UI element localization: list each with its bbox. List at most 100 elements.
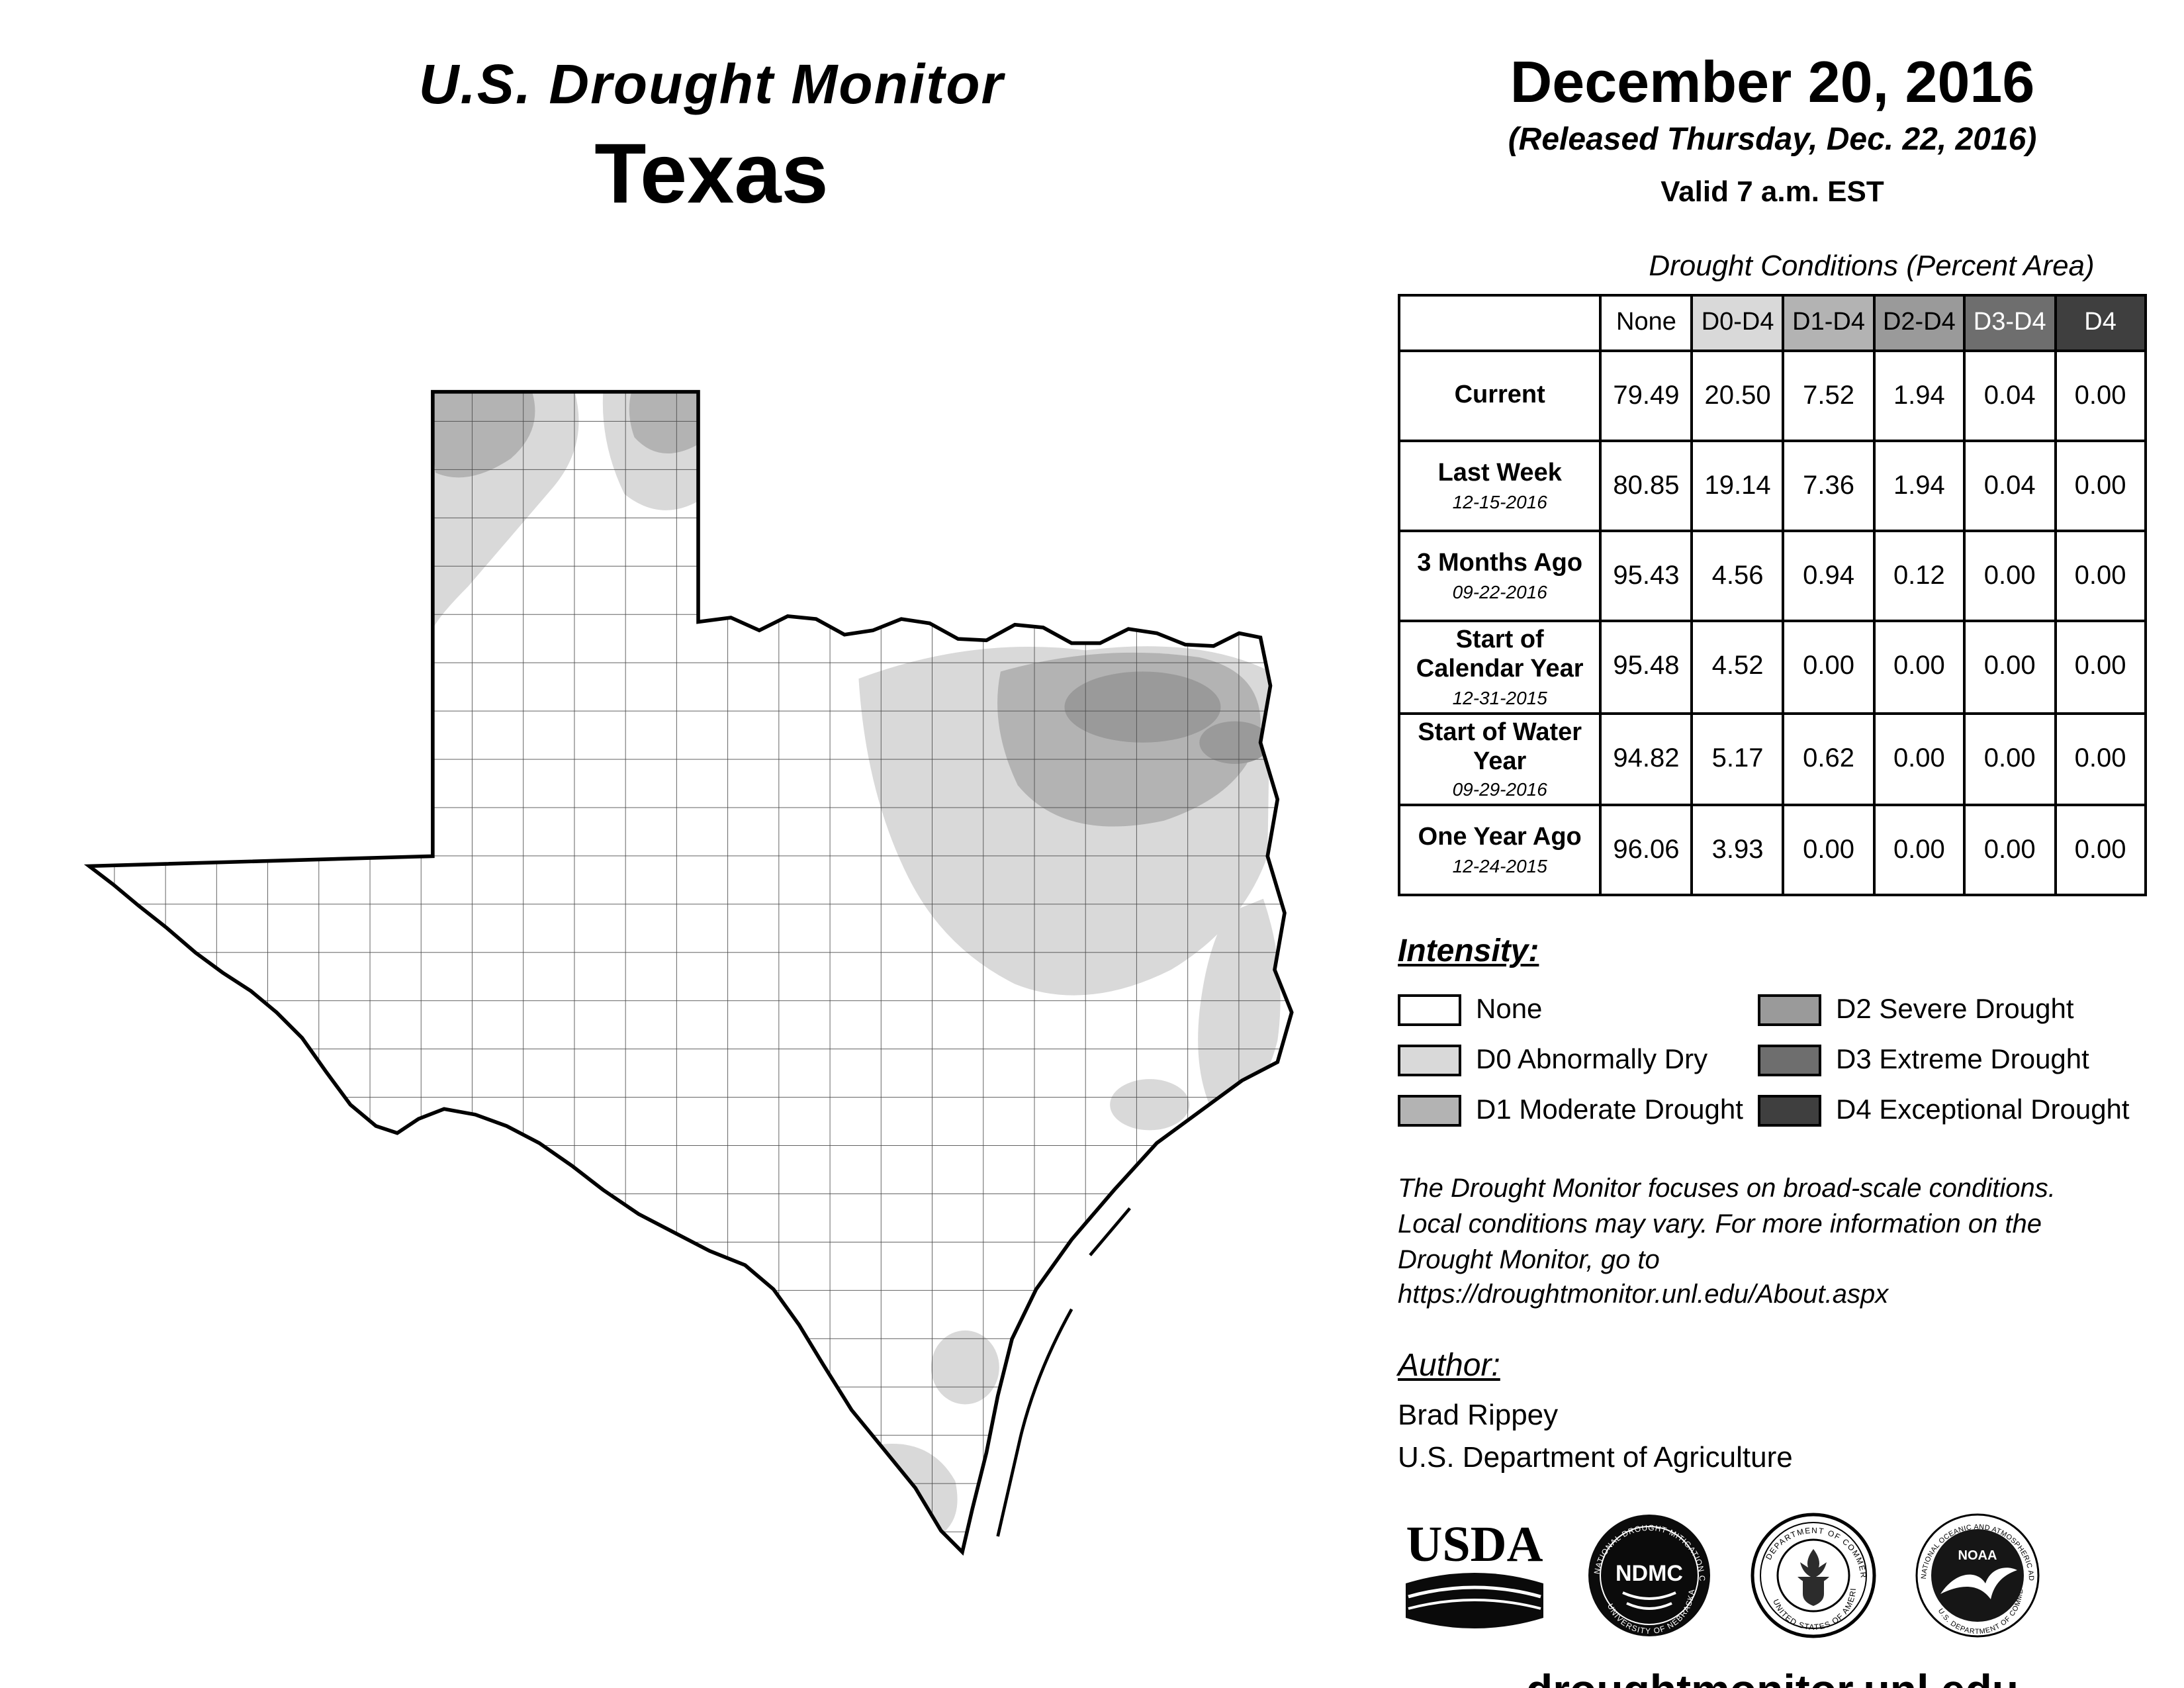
legend-label: D0 Abnormally Dry (1476, 1045, 1708, 1076)
table-cell: 0.00 (2054, 350, 2148, 442)
table-title: Drought Conditions (Percent Area) (1649, 249, 2095, 282)
galveston-island (1089, 1207, 1131, 1256)
row-label: One Year Ago 12-24-2015 (1397, 804, 1602, 897)
row-label-text: Start of Calendar Year (1416, 626, 1584, 683)
row-label: Current (1397, 350, 1602, 442)
legend-label: None (1476, 994, 1543, 1025)
table-row-last-week: Last Week 12-15-2016 80.85 19.14 7.36 1.… (1397, 440, 2148, 532)
row-label-text: Current (1454, 381, 1545, 410)
row-label: Start of Water Year 09-29-2016 (1397, 712, 1602, 807)
ndmc-wave-icon (1626, 1601, 1672, 1610)
ndmc-wave-icon (1622, 1591, 1676, 1600)
texas-drought-map (64, 373, 1313, 1565)
col-header-d2d4: D2-D4 (1872, 294, 1966, 352)
noaa-logo: NATIONAL OCEANIC AND ATMOSPHERIC ADMINIS… (1914, 1512, 2040, 1637)
ndmc-center-text: NDMC (1615, 1561, 1683, 1586)
row-label-date: 12-24-2015 (1452, 855, 1547, 877)
row-label-date: 09-22-2016 (1452, 581, 1547, 602)
table-cell: 7.52 (1782, 350, 1876, 442)
region-title: Texas (594, 126, 829, 221)
table-cell: 0.00 (1963, 530, 2057, 622)
table-cell: 1.94 (1872, 350, 1966, 442)
table-cell: 95.43 (1599, 530, 1694, 622)
monitor-title: U.S. Drought Monitor (418, 53, 1005, 115)
title-block: U.S. Drought Monitor Texas (285, 53, 1138, 222)
disclaimer-line: The Drought Monitor focuses on broad-sca… (1398, 1174, 2056, 1204)
col-header-d4: D4 (2054, 294, 2148, 352)
noaa-gull-icon (1940, 1567, 2017, 1599)
table-cell: 0.62 (1782, 712, 1876, 807)
row-label: Last Week 12-15-2016 (1397, 440, 1602, 532)
col-header-d1d4: D1-D4 (1782, 294, 1876, 352)
table-cell: 0.00 (2054, 440, 2148, 532)
released-date: (Released Thursday, Dec. 22, 2016) (1508, 122, 2037, 158)
valid-time: Valid 7 a.m. EST (1661, 175, 1884, 208)
author-title: Author: (1398, 1347, 1500, 1383)
row-label-text: 3 Months Ago (1417, 549, 1583, 578)
legend-swatch-d0 (1398, 1045, 1461, 1077)
author-org: U.S. Department of Agriculture (1398, 1440, 1793, 1474)
legend-label: D2 Severe Drought (1836, 994, 2074, 1025)
table-cell: 0.00 (2054, 530, 2148, 622)
table-cell: 0.00 (1872, 804, 1966, 897)
table-cell: 0.00 (1872, 712, 1966, 807)
legend-item-d4: D4 Exceptional Drought (1758, 1088, 2147, 1135)
legend-item-d2: D2 Severe Drought (1758, 987, 2147, 1035)
legend-item-none: None (1398, 987, 1758, 1035)
table-cell: 0.94 (1782, 530, 1876, 622)
table-cell: 79.49 (1599, 350, 1694, 442)
usda-swoosh-icon (1406, 1572, 1543, 1628)
table-cell: 0.00 (1963, 620, 2057, 715)
ndmc-logo: NATIONAL DROUGHT MITIGATION CENTER UNIVE… (1586, 1512, 1710, 1636)
legend-item-d1: D1 Moderate Drought (1398, 1088, 1758, 1135)
col-header-none: None (1599, 294, 1694, 352)
legend-swatch-d3 (1758, 1045, 1821, 1077)
table-row-one-year-ago: One Year Ago 12-24-2015 96.06 3.93 0.00 … (1397, 804, 2148, 897)
disclaimer-line: Local conditions may vary. For more info… (1398, 1209, 2042, 1239)
texas-map-svg (64, 373, 1313, 1566)
table-row-start-calendar-year: Start of Calendar Year 12-31-2015 95.48 … (1397, 620, 2148, 715)
agency-logos: USDA NATIONAL DROUGHT MITIGATION CENTER … (1400, 1512, 2147, 1639)
legend-item-d0: D0 Abnormally Dry (1398, 1037, 1758, 1085)
usda-logo-text: USDA (1406, 1517, 1543, 1573)
row-label-text: Start of Water Year (1418, 718, 1582, 776)
legend-swatch-d2 (1758, 994, 1821, 1027)
drought-conditions-table: None D0-D4 D1-D4 D2-D4 D3-D4 D4 Current … (1397, 294, 2148, 897)
col-header-d3d4: D3-D4 (1963, 294, 2057, 352)
commerce-shield-icon (1803, 1580, 1824, 1606)
table-corner-cell (1397, 294, 1602, 352)
row-label: Start of Calendar Year 12-31-2015 (1397, 620, 1602, 715)
table-cell: 0.00 (1963, 804, 2057, 897)
table-cell: 7.36 (1782, 440, 1876, 532)
table-cell: 0.04 (1963, 350, 2057, 442)
legend-label: D3 Extreme Drought (1836, 1045, 2089, 1076)
legend-label: D1 Moderate Drought (1476, 1095, 1743, 1126)
table-cell: 95.48 (1599, 620, 1694, 715)
legend-swatch-none (1398, 994, 1461, 1027)
table-cell: 0.12 (1872, 530, 1966, 622)
table-cell: 96.06 (1599, 804, 1694, 897)
table-cell: 0.04 (1963, 440, 2057, 532)
row-label-date: 12-31-2015 (1452, 686, 1547, 708)
table-cell: 19.14 (1690, 440, 1785, 532)
table-cell: 0.00 (1782, 804, 1876, 897)
table-row-3-months-ago: 3 Months Ago 09-22-2016 95.43 4.56 0.94 … (1397, 530, 2148, 622)
table-header-row: None D0-D4 D1-D4 D2-D4 D3-D4 D4 (1397, 294, 2148, 352)
disclaimer: The Drought Monitor focuses on broad-sca… (1398, 1172, 2147, 1313)
legend-swatch-d1 (1398, 1095, 1461, 1127)
table-cell: 20.50 (1690, 350, 1785, 442)
table-cell: 1.94 (1872, 440, 1966, 532)
table-cell: 3.93 (1690, 804, 1785, 897)
row-label-date: 12-15-2016 (1452, 491, 1547, 512)
table-cell: 94.82 (1599, 712, 1694, 807)
table-cell: 4.56 (1690, 530, 1785, 622)
row-label: 3 Months Ago 09-22-2016 (1397, 530, 1602, 622)
table-cell: 0.00 (1872, 620, 1966, 715)
usda-logo: USDA (1400, 1520, 1549, 1631)
table-cell: 0.00 (1782, 620, 1876, 715)
table-cell: 4.52 (1690, 620, 1785, 715)
report-date: December 20, 2016 (1510, 50, 2035, 115)
commerce-logo: DEPARTMENT OF COMMERCE UNITED STATES OF … (1750, 1512, 1876, 1638)
disclaimer-line: Drought Monitor, go to https://droughtmo… (1398, 1245, 1889, 1310)
